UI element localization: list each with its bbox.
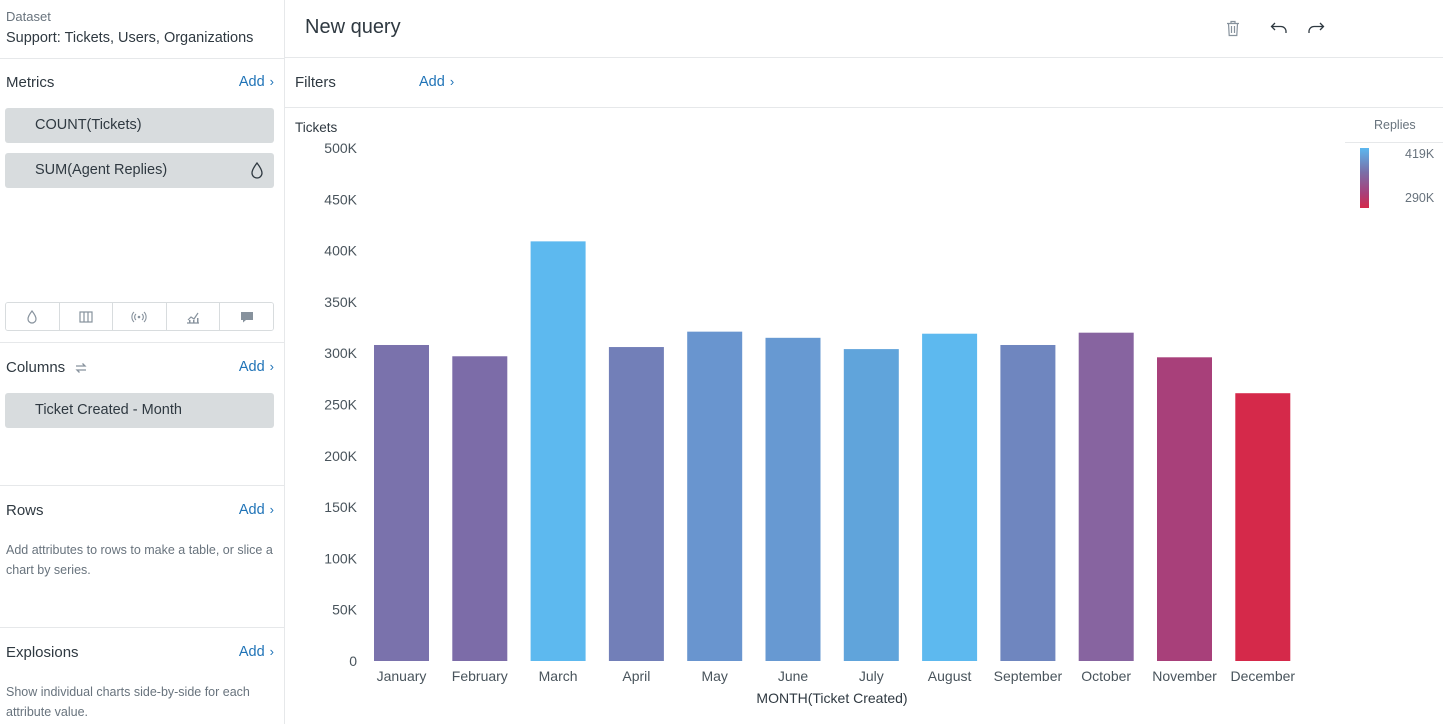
- bar-april[interactable]: [608, 347, 664, 661]
- y-tick-label: 150K: [324, 499, 357, 515]
- undo-button[interactable]: [1268, 17, 1290, 39]
- add-column-button[interactable]: Add ›: [238, 359, 274, 375]
- legend-title: Replies: [1374, 118, 1416, 132]
- dataset-label: Dataset: [6, 9, 51, 24]
- add-metric-button[interactable]: Add ›: [238, 74, 274, 90]
- divider: [0, 485, 284, 486]
- visualization-tools: [5, 302, 274, 331]
- bar-july[interactable]: [843, 349, 899, 661]
- bar-november[interactable]: [1157, 357, 1212, 661]
- metric-pill-count-tickets[interactable]: COUNT(Tickets): [5, 108, 274, 143]
- x-tick-label: March: [539, 668, 578, 684]
- bar-september[interactable]: [1000, 344, 1056, 661]
- redo-icon: [1308, 22, 1325, 33]
- divider: [0, 627, 284, 628]
- legend-max-label: 419K: [1405, 147, 1435, 161]
- y-tick-label: 50K: [332, 602, 358, 618]
- explosions-help-text: Show individual charts side-by-side for …: [6, 685, 250, 719]
- y-tick-label: 450K: [324, 191, 357, 207]
- y-tick-label: 250K: [324, 397, 357, 413]
- signal-icon: [131, 311, 148, 322]
- bar-may[interactable]: [687, 331, 743, 661]
- delete-button[interactable]: [1222, 17, 1244, 39]
- y-axis-label: Tickets: [295, 120, 338, 135]
- x-tick-label: June: [778, 668, 809, 684]
- x-tick-label: September: [994, 668, 1063, 684]
- trend-chart-icon: [187, 312, 200, 324]
- trend-tool-button[interactable]: [166, 303, 221, 330]
- color-tool-button[interactable]: [6, 303, 60, 330]
- add-row-button[interactable]: Add ›: [238, 502, 274, 518]
- filters-divider: [285, 107, 1443, 108]
- chevron-right-icon: ›: [269, 359, 274, 374]
- chevron-right-icon: ›: [269, 74, 274, 89]
- comment-tool-button[interactable]: [220, 303, 273, 330]
- comment-icon: [240, 311, 253, 322]
- bar-august[interactable]: [922, 333, 978, 661]
- chevron-right-icon: ›: [269, 502, 274, 517]
- query-sidebar: Dataset Support: Tickets, Users, Organiz…: [0, 0, 285, 724]
- legend-min-label: 290K: [1405, 191, 1435, 205]
- query-main-panel: New query Filters Add › Replies 419K 290K: [285, 0, 1443, 724]
- bar-chart[interactable]: Tickets 0 50K 100K 150K 200K 250K 300K 350K 400K 4…: [285, 115, 1345, 715]
- x-tick-label: April: [622, 668, 650, 684]
- bar-december[interactable]: [1235, 393, 1291, 661]
- metrics-title: Metrics: [6, 74, 55, 91]
- chevron-right-icon: ›: [269, 644, 274, 659]
- add-explosion-button[interactable]: Add ›: [238, 644, 274, 660]
- y-tick-label: 300K: [324, 345, 357, 361]
- legend-color-scale: [1360, 148, 1369, 208]
- x-axis-label: MONTH(Ticket Created): [756, 690, 907, 706]
- bar-march[interactable]: [530, 241, 586, 661]
- y-tick-label: 350K: [324, 294, 357, 310]
- chevron-right-icon: ›: [449, 74, 455, 89]
- y-tick-label: 100K: [324, 550, 357, 566]
- columns-title: Columns: [6, 359, 66, 376]
- rows-help-text: Add attributes to rows to make a table, …: [6, 543, 273, 577]
- metric-label: SUM(Agent Replies): [35, 162, 168, 178]
- x-tick-label: January: [377, 668, 427, 684]
- x-tick-label: February: [452, 668, 508, 684]
- signal-tool-button[interactable]: [113, 303, 167, 330]
- bar-october[interactable]: [1078, 332, 1134, 661]
- bar-january[interactable]: [374, 344, 429, 661]
- y-tick-label: 400K: [324, 243, 357, 259]
- trash-icon: [1227, 20, 1239, 36]
- x-tick-label: May: [701, 668, 727, 684]
- swap-icon[interactable]: [73, 360, 89, 376]
- table-columns-icon: [79, 310, 93, 323]
- query-title[interactable]: New query: [305, 16, 401, 38]
- divider: [0, 342, 284, 343]
- divider: [0, 58, 284, 59]
- undo-icon: [1270, 22, 1287, 33]
- color-drop-icon: [27, 309, 37, 324]
- bar-june[interactable]: [765, 337, 821, 661]
- redo-button[interactable]: [1305, 17, 1327, 39]
- color-drop-icon[interactable]: [250, 162, 264, 179]
- metric-pill-sum-agent-replies[interactable]: SUM(Agent Replies): [5, 153, 274, 188]
- add-filter-button[interactable]: Add ›: [419, 74, 455, 90]
- bar-february[interactable]: [452, 356, 508, 661]
- explosions-title: Explosions: [6, 644, 79, 661]
- x-tick-label: July: [859, 668, 884, 684]
- columns-tool-button[interactable]: [59, 303, 114, 330]
- x-tick-label: October: [1081, 668, 1131, 684]
- y-tick-label: 500K: [324, 140, 357, 156]
- x-tick-label: August: [928, 668, 972, 684]
- x-tick-label: November: [1152, 668, 1217, 684]
- x-tick-label: December: [1231, 668, 1296, 684]
- header-divider: [285, 57, 1443, 58]
- y-tick-label: 0: [349, 653, 357, 669]
- rows-title: Rows: [6, 502, 44, 519]
- filters-label: Filters: [295, 74, 336, 91]
- y-tick-label: 200K: [324, 448, 357, 464]
- dataset-name[interactable]: Support: Tickets, Users, Organizations: [6, 30, 254, 46]
- legend-container: [1345, 110, 1443, 143]
- column-pill-ticket-created-month[interactable]: Ticket Created - Month: [5, 393, 274, 428]
